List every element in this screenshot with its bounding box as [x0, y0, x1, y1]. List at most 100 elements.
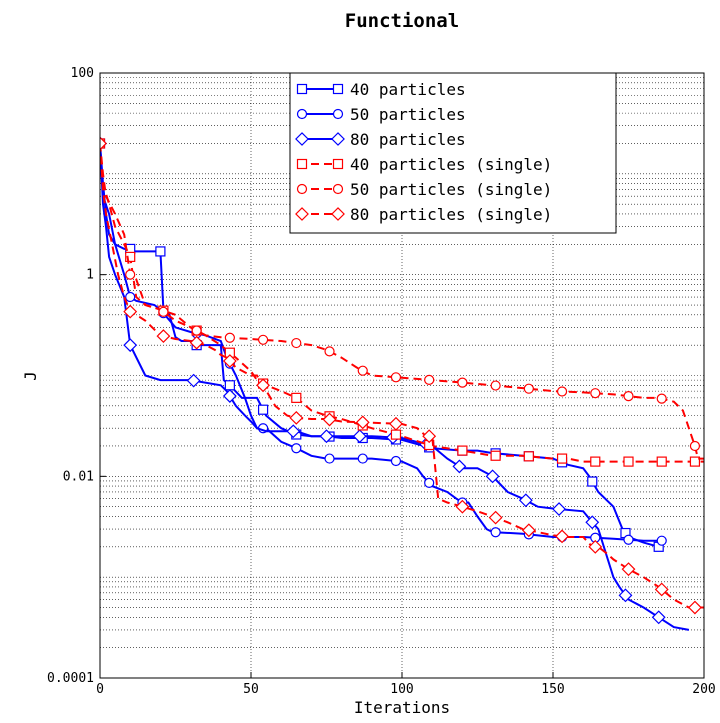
legend-box [289, 72, 617, 234]
series-point-marker [656, 456, 667, 467]
series-point-marker [319, 429, 334, 444]
series-point-marker [324, 453, 335, 464]
legend-item: 80 particles (single) [295, 205, 552, 224]
series-point-marker [689, 440, 701, 452]
series-point-marker [490, 527, 501, 538]
series-point-marker [422, 429, 437, 444]
series-point-marker [490, 380, 501, 391]
legend-marker [332, 108, 344, 120]
legend-item: 50 particles [296, 105, 466, 124]
series-point-marker [189, 335, 204, 350]
grid [100, 73, 704, 678]
x-tick-label: 0 [96, 682, 104, 697]
series-point-marker [656, 393, 667, 404]
series-point-marker [291, 337, 302, 349]
x-tick-label: 100 [390, 682, 413, 697]
series-point-marker [556, 453, 568, 464]
chart-title: Functional [345, 10, 459, 32]
series-point-marker [490, 450, 501, 461]
legend-marker [332, 158, 344, 170]
series-point-marker [590, 456, 601, 467]
series-point-marker [585, 515, 600, 530]
series-point-marker [518, 493, 533, 508]
series-point-marker [257, 404, 269, 415]
x-tick-label: 150 [541, 682, 564, 697]
series-point-marker [651, 610, 666, 625]
legend-label: 80 particles (single) [350, 205, 552, 224]
series-point-marker [390, 455, 402, 467]
series-point-marker [286, 424, 301, 439]
series-point-marker [123, 304, 138, 319]
series-point-marker [322, 412, 337, 427]
y-tick-label: 1 [86, 268, 94, 283]
series-point-marker [452, 459, 467, 474]
series-point-marker [125, 251, 136, 263]
series-5 [100, 138, 704, 460]
legend-marker [296, 83, 308, 95]
series-point-marker [224, 380, 235, 391]
series-point-marker [357, 365, 368, 376]
series-point-marker [390, 429, 402, 440]
y-tick-label: 0.01 [63, 469, 94, 484]
series-point-marker [587, 476, 598, 487]
series-point-marker [523, 383, 534, 394]
series-point-marker [623, 534, 634, 545]
x-axis-label: Iterations [354, 698, 450, 717]
series-point-marker [424, 374, 435, 385]
legend-marker [296, 158, 308, 170]
series-point-marker [521, 523, 536, 538]
legend-label: 40 particles [350, 80, 466, 99]
series-point-marker [654, 582, 669, 597]
series-point-marker [555, 529, 569, 544]
series-point-marker [291, 392, 302, 403]
series-point-marker [552, 502, 566, 516]
legend-marker [331, 207, 345, 221]
series-point-marker [623, 456, 634, 467]
series-6 [100, 136, 704, 615]
series-point-marker [390, 372, 402, 383]
series-point-marker [656, 535, 667, 546]
legend-item: 50 particles (single) [296, 180, 552, 199]
series-point-marker [222, 354, 237, 368]
legend-label: 50 particles (single) [350, 180, 552, 199]
series-point-marker [455, 499, 470, 514]
series-point-marker [590, 388, 601, 399]
legend-label: 50 particles [350, 105, 466, 124]
legend-marker [295, 132, 309, 146]
series-point-marker [352, 429, 367, 444]
legend-marker [296, 108, 308, 120]
series-point-marker [424, 477, 435, 488]
series-point-marker [355, 415, 370, 430]
series-point-marker [457, 445, 468, 456]
y-tick-label: 100 [71, 66, 94, 81]
series-point-marker [123, 338, 138, 353]
series-point-marker [257, 334, 269, 345]
legend-item: 40 particles (single) [296, 155, 552, 174]
x-tick-label: 50 [243, 682, 259, 697]
series-point-marker [389, 416, 403, 431]
series-point-marker [125, 291, 136, 303]
legend-marker [332, 183, 344, 195]
series-point-marker [100, 136, 107, 151]
series-point-marker [689, 456, 701, 467]
series-point-marker [623, 391, 634, 402]
series-point-marker [155, 246, 166, 257]
legend-marker [331, 132, 345, 146]
legend-label: 40 particles (single) [350, 155, 552, 174]
y-tick-label: 0.0001 [47, 671, 94, 686]
series-point-marker [488, 510, 503, 525]
series-point-marker [289, 410, 304, 425]
series-point-marker [125, 269, 136, 280]
series-line [100, 143, 690, 631]
legend-item: 80 particles [295, 130, 466, 149]
legend-item: 40 particles [296, 80, 466, 99]
series-point-marker [688, 600, 702, 615]
series-point-marker [224, 332, 235, 343]
series-point-marker [357, 453, 368, 464]
series-point-marker [556, 386, 568, 397]
series-point-marker [457, 377, 468, 388]
tick-layer: 0 50 100 150 200 0.0001 0.01 1 100 [47, 66, 716, 697]
series-point-marker [621, 562, 636, 577]
y-axis-label: J [21, 371, 40, 381]
